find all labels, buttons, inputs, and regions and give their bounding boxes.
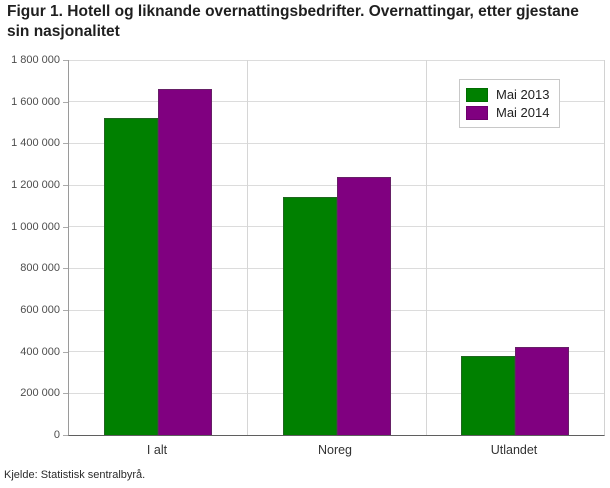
figure: Figur 1. Hotell og liknande overnattings… [7, 3, 605, 457]
y-tick-label: 0 [53, 429, 60, 441]
y-tick-label: 1 800 000 [11, 54, 60, 66]
chart-title: Figur 1. Hotell og liknande overnattings… [7, 3, 579, 41]
y-tick-mark [63, 60, 68, 61]
gridline [69, 142, 604, 144]
y-tick-mark [63, 143, 68, 145]
y-tick-label: 1 400 000 [11, 137, 60, 150]
category-separator [247, 60, 248, 435]
gridline [69, 59, 604, 61]
y-tick-label: 200 000 [20, 387, 60, 400]
y-tick-label: 800 000 [20, 262, 60, 275]
y-tick-mark [63, 435, 68, 436]
y-tick-mark [63, 268, 68, 270]
y-tick-mark [63, 351, 68, 353]
y-tick-mark [63, 310, 68, 311]
y-tick-mark [63, 226, 68, 228]
legend-label: Mai 2013 [496, 87, 550, 102]
y-tick-label: 600 000 [20, 304, 60, 316]
y-tick-label: 1 600 000 [11, 95, 60, 108]
y-tick-mark [63, 185, 68, 186]
bar-mai-2013-utlandet[interactable] [461, 356, 515, 435]
x-axis-label-noreg: Noreg [317, 443, 353, 457]
gridline [69, 184, 604, 186]
y-tick-label: 400 000 [20, 345, 60, 358]
bar-mai-2013-noreg[interactable] [283, 197, 337, 435]
source-note: Kjelde: Statistisk sentralbyrå. [4, 469, 146, 481]
legend-swatch-mai-2014 [466, 105, 488, 120]
x-axis-label-i-alt: I alt [146, 443, 168, 457]
x-axis-label-utlandet: Utlandet [490, 443, 538, 457]
gridline [69, 101, 604, 103]
y-tick-mark [63, 101, 68, 103]
plot-area [68, 59, 605, 436]
legend-item-mai-2014[interactable]: Mai 2014 [466, 105, 549, 120]
y-tick-label: 1 200 000 [11, 179, 60, 191]
y-tick-mark [63, 393, 68, 395]
legend-label: Mai 2014 [496, 105, 550, 120]
category-separator [426, 60, 427, 435]
bar-mai-2013-i-alt[interactable] [104, 118, 158, 435]
legend-item-mai-2013[interactable]: Mai 2013 [466, 87, 549, 102]
y-tick-label: 1 000 000 [11, 220, 60, 233]
legend: Mai 2013 Mai 2014 [459, 79, 561, 128]
bar-mai-2014-i-alt[interactable] [158, 89, 212, 435]
legend-swatch-mai-2013 [466, 87, 488, 102]
bar-mai-2014-noreg[interactable] [337, 177, 391, 435]
bar-mai-2014-utlandet[interactable] [515, 347, 569, 435]
